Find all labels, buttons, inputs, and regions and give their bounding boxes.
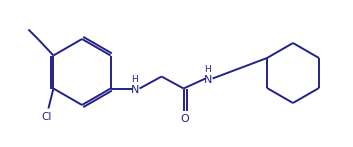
- Text: H: H: [131, 75, 138, 83]
- Text: Cl: Cl: [41, 112, 52, 122]
- Text: O: O: [181, 113, 190, 123]
- Text: N: N: [203, 75, 212, 85]
- Text: CH₃: CH₃: [35, 35, 38, 36]
- Text: N: N: [130, 85, 139, 95]
- Text: H: H: [204, 65, 211, 74]
